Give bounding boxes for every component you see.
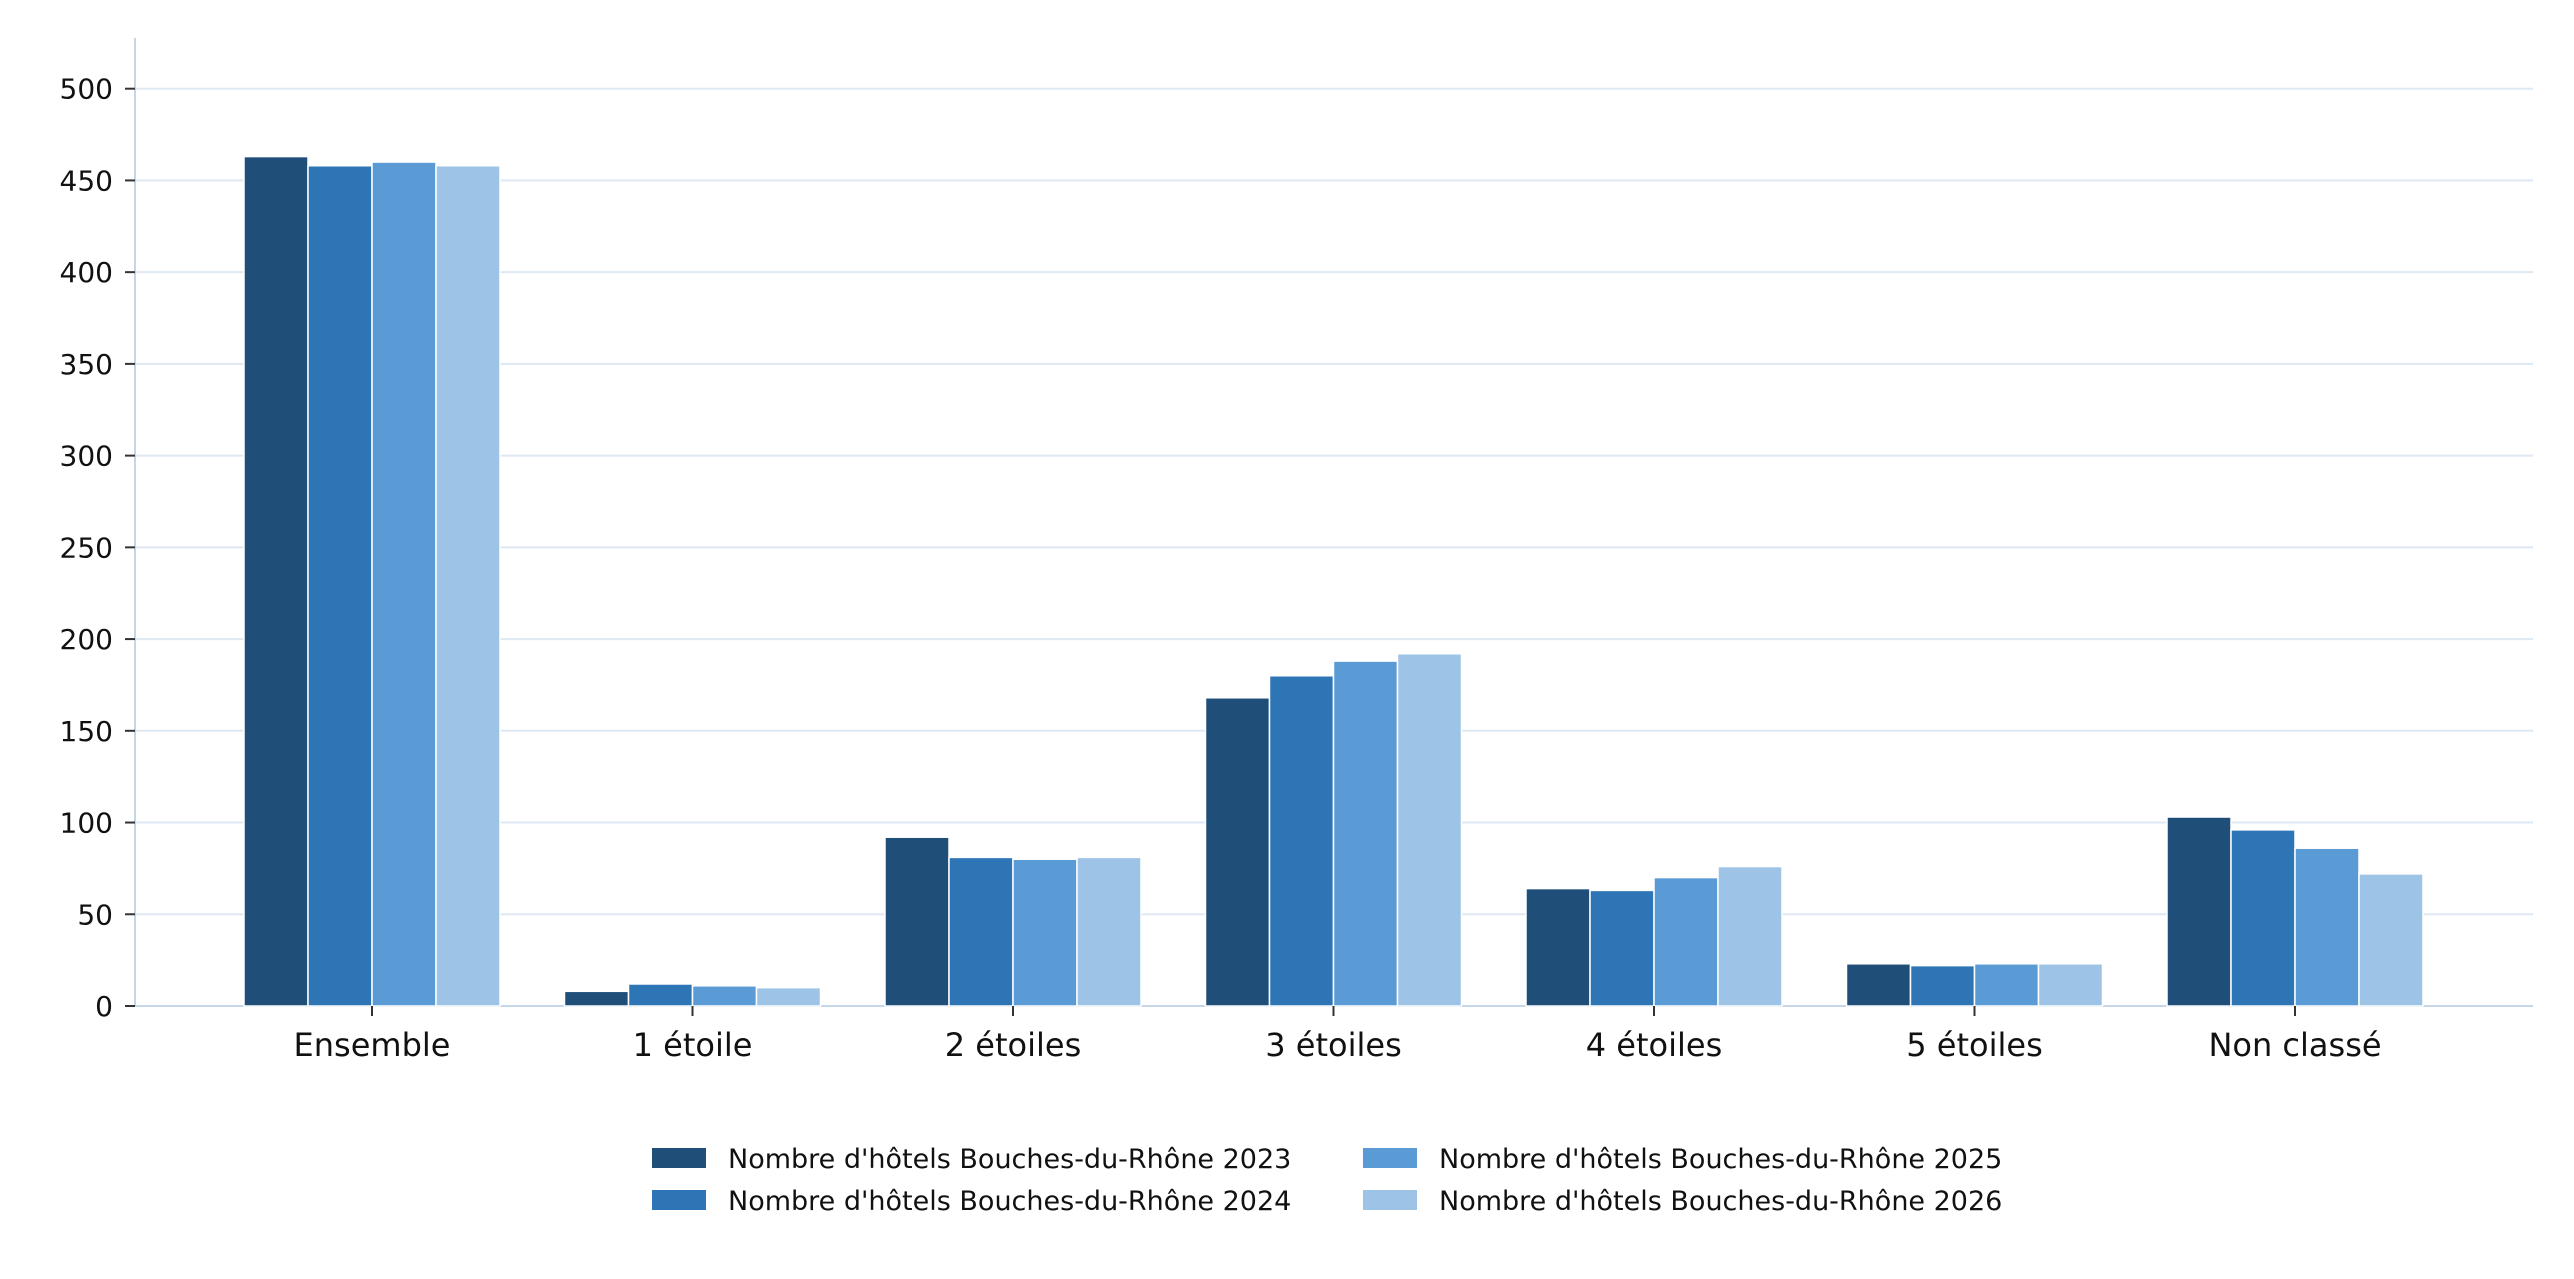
bar-1-6 xyxy=(1845,963,1912,1007)
bar-3-6 xyxy=(1973,963,2040,1007)
bar-2-2 xyxy=(627,983,694,1007)
bar-1-4 xyxy=(1204,697,1271,1007)
bar-1-1 xyxy=(243,155,309,1007)
bar-1-2 xyxy=(563,990,630,1007)
bar-3-5 xyxy=(1653,876,1719,1007)
x-tick-label: 5 étoiles xyxy=(1906,1026,2042,1064)
bar-2-5 xyxy=(1589,889,1655,1007)
x-tick-label: 3 étoiles xyxy=(1265,1026,1401,1064)
legend: Nombre d'hôtels Bouches-du-Rhône 2023 Nom… xyxy=(652,1144,2002,1217)
y-tick-label: 350 xyxy=(60,348,113,381)
x-tick-label: 2 étoiles xyxy=(945,1026,1081,1064)
y-tick-label: 500 xyxy=(60,73,113,106)
legend-swatch-3 xyxy=(1363,1148,1417,1168)
y-tick-label: 0 xyxy=(95,990,113,1023)
bar-1-5 xyxy=(1525,887,1591,1007)
x-tick-label: Non classé xyxy=(2208,1026,2381,1064)
bar-4-5 xyxy=(1717,865,1783,1007)
bar-4-3 xyxy=(1076,856,1142,1007)
legend-label-4: Nombre d'hôtels Bouches-du-Rhône 2026 xyxy=(1439,1186,2002,1217)
bar-2-1 xyxy=(307,164,373,1007)
y-tick-label: 400 xyxy=(60,256,113,289)
bar-3-1 xyxy=(371,161,437,1007)
bar-2-6 xyxy=(1909,964,1976,1007)
legend-swatch-2 xyxy=(652,1190,706,1210)
bar-1-7 xyxy=(2166,816,2232,1007)
bars xyxy=(243,155,2424,1007)
legend-label-1: Nombre d'hôtels Bouches-du-Rhône 2023 xyxy=(728,1144,1291,1175)
x-axis-ticks: Ensemble 1 étoile 2 étoiles 3 étoiles 4 étoi… xyxy=(294,1006,2382,1064)
bar-4-6 xyxy=(2037,963,2104,1007)
y-tick-label: 450 xyxy=(60,164,113,197)
y-tick-label: 200 xyxy=(60,623,113,656)
gridlines xyxy=(135,87,2533,916)
bar-4-1 xyxy=(435,164,501,1007)
y-tick-label: 50 xyxy=(77,898,113,931)
legend-label-2: Nombre d'hôtels Bouches-du-Rhône 2024 xyxy=(728,1186,1291,1217)
y-axis-ticks: 0 50 100 150 200 250 300 350 400 450 500 xyxy=(60,73,135,1023)
x-tick-label: 4 étoiles xyxy=(1586,1026,1722,1064)
bar-1-3 xyxy=(884,836,950,1007)
bar-3-4 xyxy=(1332,660,1399,1007)
bar-2-7 xyxy=(2230,829,2296,1007)
y-tick-label: 100 xyxy=(60,807,113,840)
bar-2-3 xyxy=(948,856,1014,1007)
bar-2-4 xyxy=(1268,675,1335,1007)
y-tick-label: 150 xyxy=(60,715,113,748)
x-tick-label: Ensemble xyxy=(294,1026,451,1064)
legend-label-3: Nombre d'hôtels Bouches-du-Rhône 2025 xyxy=(1439,1144,2002,1175)
bar-3-2 xyxy=(691,985,758,1007)
bar-4-4 xyxy=(1396,653,1463,1007)
y-tick-label: 250 xyxy=(60,531,113,564)
bar-4-2 xyxy=(755,986,822,1007)
bar-3-3 xyxy=(1012,858,1078,1007)
legend-swatch-4 xyxy=(1363,1190,1417,1210)
y-tick-label: 300 xyxy=(60,440,113,473)
bar-4-7 xyxy=(2358,873,2424,1007)
x-tick-label: 1 étoile xyxy=(633,1026,753,1064)
bar-3-7 xyxy=(2294,847,2360,1007)
legend-swatch-1 xyxy=(652,1148,706,1168)
